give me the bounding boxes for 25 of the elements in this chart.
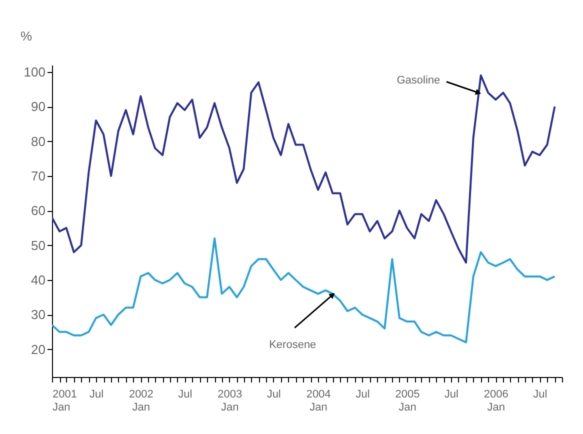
- x-tick-label: 2001 Jan: [52, 388, 77, 414]
- x-tick-label: 2002 Jan: [128, 388, 154, 414]
- x-tick-label: Jul: [89, 388, 104, 400]
- y-tick-label: 100: [24, 64, 46, 80]
- y-tick-label: 70: [31, 168, 46, 184]
- x-tick-label: 2003 Jan: [218, 388, 242, 414]
- y-tick-label: 20: [31, 342, 46, 357]
- x-tick-label: Jul: [178, 388, 192, 400]
- x-tick-label: 2006 Jan: [484, 388, 508, 414]
- y-tick-label: 40: [31, 272, 46, 288]
- line-series: [52, 74, 556, 264]
- x-tick-label: Jul: [444, 388, 458, 400]
- x-tick-label: Jul: [533, 388, 548, 400]
- x-tick-label: Jul: [356, 388, 370, 400]
- x-tick-label: 2005 Jan: [395, 388, 420, 414]
- y-tick-label: 90: [31, 99, 46, 114]
- annotation: Kerosene: [269, 338, 316, 351]
- y-axis-title: %: [20, 28, 32, 44]
- y-tick-label: 60: [31, 203, 46, 218]
- y-tick-label: 80: [31, 134, 46, 149]
- y-tick-label: 30: [31, 307, 46, 322]
- x-tick-label: Jul: [266, 388, 281, 400]
- y-tick-label: 50: [31, 238, 46, 253]
- annotation: Gasoline: [396, 74, 440, 87]
- x-tick-label: 2004 Jan: [306, 388, 331, 414]
